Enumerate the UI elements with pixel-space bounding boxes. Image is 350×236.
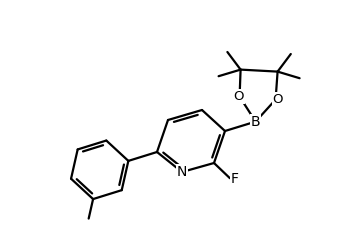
Text: F: F bbox=[231, 172, 239, 186]
Text: O: O bbox=[233, 90, 244, 103]
Text: N: N bbox=[177, 165, 187, 179]
Text: O: O bbox=[272, 93, 283, 106]
Text: B: B bbox=[251, 115, 260, 129]
